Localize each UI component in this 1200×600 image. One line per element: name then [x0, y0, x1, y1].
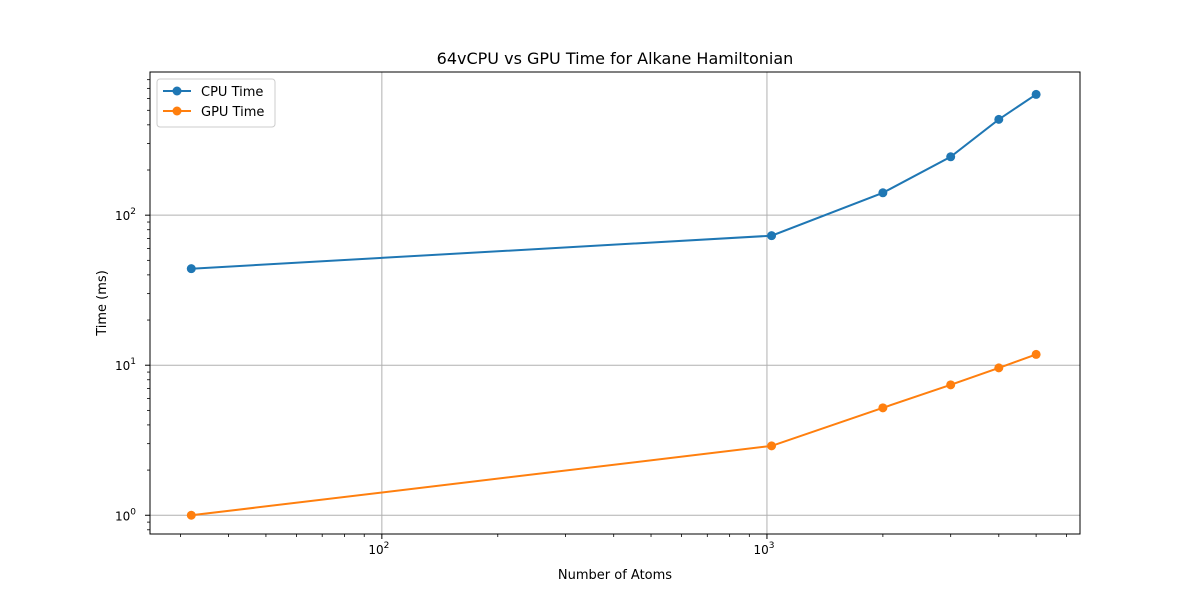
data-point: [186, 510, 196, 520]
tick-layer: 102 103 100 101 102: [115, 79, 1068, 557]
plot-frame: [149, 71, 1081, 535]
data-point: [1031, 89, 1041, 99]
y-axis-label: Time (ms): [95, 270, 110, 337]
data-point: [994, 363, 1004, 373]
y-tick-label: 101: [115, 357, 136, 373]
legend-label: GPU Time: [201, 105, 264, 120]
data-point: [1031, 349, 1041, 359]
series-line: [191, 93, 1037, 270]
data-point: [946, 152, 956, 162]
series-line: [191, 353, 1037, 517]
data-point: [994, 114, 1004, 124]
grid-lines: [150, 72, 1080, 534]
data-point: [946, 380, 956, 390]
x-axis-label: Number of Atoms: [558, 568, 672, 583]
data-point: [767, 441, 777, 451]
chart-title: 64vCPU vs GPU Time for Alkane Hamiltonia…: [437, 49, 794, 68]
data-point: [186, 264, 196, 274]
legend-label: CPU Time: [201, 85, 263, 100]
y-tick-label: 102: [115, 207, 136, 223]
legend-swatch-marker: [172, 106, 182, 116]
data-point: [878, 403, 888, 413]
x-tick-label: 102: [368, 541, 389, 557]
legend: CPU Time GPU Time: [156, 78, 276, 128]
series-layer: [186, 89, 1041, 520]
x-tick-label: 103: [753, 541, 774, 557]
data-point: [878, 188, 888, 198]
legend-swatch-marker: [172, 86, 182, 96]
data-point: [767, 231, 777, 241]
y-tick-label: 100: [115, 507, 136, 523]
